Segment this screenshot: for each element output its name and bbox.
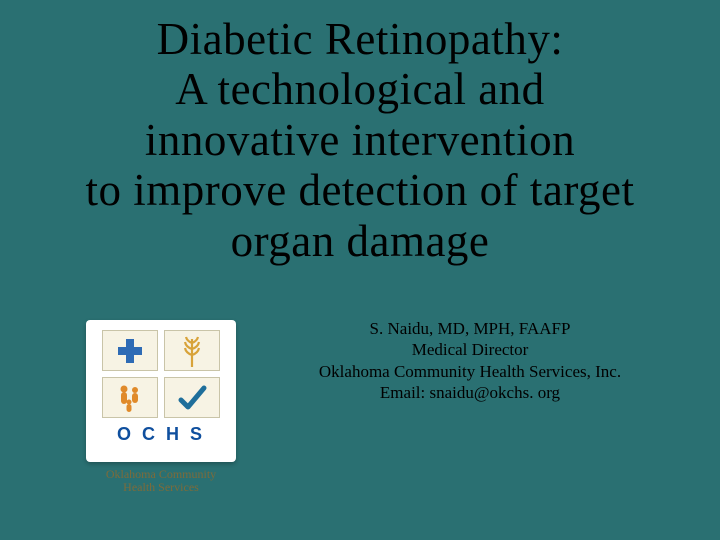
title-line-5: organ damage xyxy=(231,216,490,266)
author-line-1: S. Naidu, MD, MPH, FAAFP xyxy=(370,319,571,338)
author-line-3: Oklahoma Community Health Services, Inc. xyxy=(319,362,621,381)
title-line-4: to improve detection of target xyxy=(85,165,634,215)
slide: Diabetic Retinopathy: A technological an… xyxy=(0,0,720,540)
author-block: S. Naidu, MD, MPH, FAAFP Medical Directo… xyxy=(250,318,690,403)
logo-subtitle: Oklahoma Community Health Services xyxy=(86,468,236,493)
logo-sub-line-2: Health Services xyxy=(123,480,199,494)
title-line-1: Diabetic Retinopathy: xyxy=(157,14,564,64)
check-icon xyxy=(164,377,220,418)
title-line-2: A technological and xyxy=(175,64,544,114)
author-line-2: Medical Director xyxy=(412,340,529,359)
author-line-4: Email: snaidu@okchs. org xyxy=(380,383,560,402)
logo-letters: O C H S xyxy=(117,424,205,445)
cross-icon xyxy=(102,330,158,371)
logo: O C H S Oklahoma Community Health Servic… xyxy=(86,320,236,493)
title-line-3: innovative intervention xyxy=(145,115,575,165)
logo-icon-grid xyxy=(102,330,220,418)
logo-card: O C H S xyxy=(86,320,236,462)
wheat-icon xyxy=(164,330,220,371)
slide-title: Diabetic Retinopathy: A technological an… xyxy=(0,14,720,266)
family-icon xyxy=(102,377,158,418)
